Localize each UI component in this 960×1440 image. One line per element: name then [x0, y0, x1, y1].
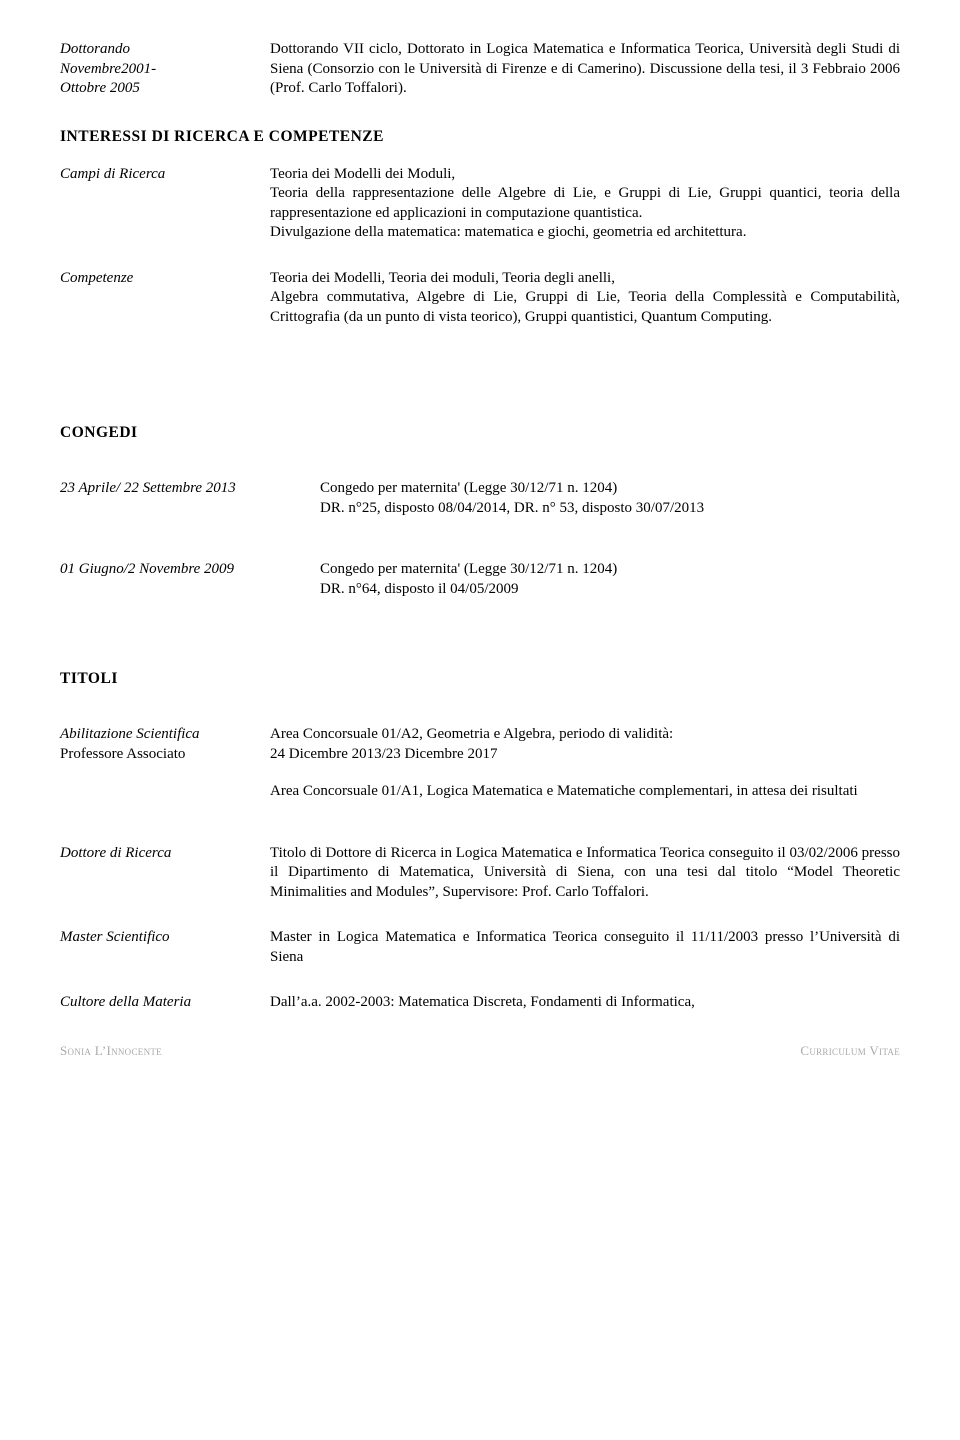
entry-competenze: Competenze Teoria dei Modelli, Teoria de… [60, 269, 900, 328]
entry-label: Dottorando Novembre2001- Ottobre 2005 [60, 40, 270, 99]
label-line: Professore Associato [60, 745, 270, 765]
entry-dottore-di-ricerca: Dottore di Ricerca Titolo di Dottore di … [60, 844, 900, 903]
label-line: Ottobre 2005 [60, 79, 270, 99]
entry-content: Area Concorsuale 01/A2, Geometria e Alge… [270, 725, 900, 802]
paragraph-line: Divulgazione della matematica: matematic… [270, 223, 900, 243]
paragraph-line: DR. n°64, disposto il 04/05/2009 [320, 580, 900, 600]
entry-label: 23 Aprile/ 22 Settembre 2013 [60, 479, 320, 518]
entry-cultore-della-materia: Cultore della Materia Dall’a.a. 2002-200… [60, 993, 900, 1013]
entry-label: Abilitazione Scientifica Professore Asso… [60, 725, 270, 802]
paragraph-line: Teoria della rappresentazione delle Alge… [270, 184, 900, 223]
paragraph-line: Area Concorsuale 01/A1, Logica Matematic… [270, 782, 900, 802]
paragraph-line: Congedo per maternita' (Legge 30/12/71 n… [320, 479, 900, 499]
entry-label: Master Scientifico [60, 928, 270, 967]
label-line: Abilitazione Scientifica [60, 725, 270, 745]
paragraph-line: 24 Dicembre 2013/23 Dicembre 2017 [270, 745, 900, 765]
entry-label: Dottore di Ricerca [60, 844, 270, 903]
entry-label: Campi di Ricerca [60, 165, 270, 243]
entry-content: Master in Logica Matematica e Informatic… [270, 928, 900, 967]
entry-content: Teoria dei Modelli, Teoria dei moduli, T… [270, 269, 900, 328]
entry-label: Cultore della Materia [60, 993, 270, 1013]
entry-label: Competenze [60, 269, 270, 328]
footer-left: Sonia L’Innocente [60, 1043, 162, 1060]
entry-congedo-2: 01 Giugno/2 Novembre 2009 Congedo per ma… [60, 560, 900, 599]
entry-abilitazione: Abilitazione Scientifica Professore Asso… [60, 725, 900, 802]
entry-content: Congedo per maternita' (Legge 30/12/71 n… [320, 479, 900, 518]
entry-label: 01 Giugno/2 Novembre 2009 [60, 560, 320, 599]
footer-right: Curriculum Vitae [800, 1043, 900, 1060]
entry-dottorando: Dottorando Novembre2001- Ottobre 2005 Do… [60, 40, 900, 99]
entry-congedo-1: 23 Aprile/ 22 Settembre 2013 Congedo per… [60, 479, 900, 518]
label-line: Dottorando [60, 40, 270, 60]
page-footer: Sonia L’Innocente Curriculum Vitae [60, 1043, 900, 1060]
entry-content: Dottorando VII ciclo, Dottorato in Logic… [270, 40, 900, 99]
section-heading-congedi: CONGEDI [60, 423, 900, 443]
paragraph-line: Teoria dei Modelli, Teoria dei moduli, T… [270, 269, 900, 289]
paragraph-line: Area Concorsuale 01/A2, Geometria e Alge… [270, 725, 900, 745]
entry-content: Titolo di Dottore di Ricerca in Logica M… [270, 844, 900, 903]
paragraph-line: DR. n°25, disposto 08/04/2014, DR. n° 53… [320, 499, 900, 519]
entry-master-scientifico: Master Scientifico Master in Logica Mate… [60, 928, 900, 967]
section-heading-titoli: TITOLI [60, 669, 900, 689]
section-heading-interessi: INTERESSI DI RICERCA E COMPETENZE [60, 127, 900, 147]
entry-campi-di-ricerca: Campi di Ricerca Teoria dei Modelli dei … [60, 165, 900, 243]
paragraph-line: Algebra commutativa, Algebre di Lie, Gru… [270, 288, 900, 327]
entry-content: Teoria dei Modelli dei Moduli, Teoria de… [270, 165, 900, 243]
label-line: Novembre2001- [60, 60, 270, 80]
entry-content: Dall’a.a. 2002-2003: Matematica Discreta… [270, 993, 900, 1013]
paragraph-line: Congedo per maternita' (Legge 30/12/71 n… [320, 560, 900, 580]
entry-content: Congedo per maternita' (Legge 30/12/71 n… [320, 560, 900, 599]
paragraph-line: Teoria dei Modelli dei Moduli, [270, 165, 900, 185]
